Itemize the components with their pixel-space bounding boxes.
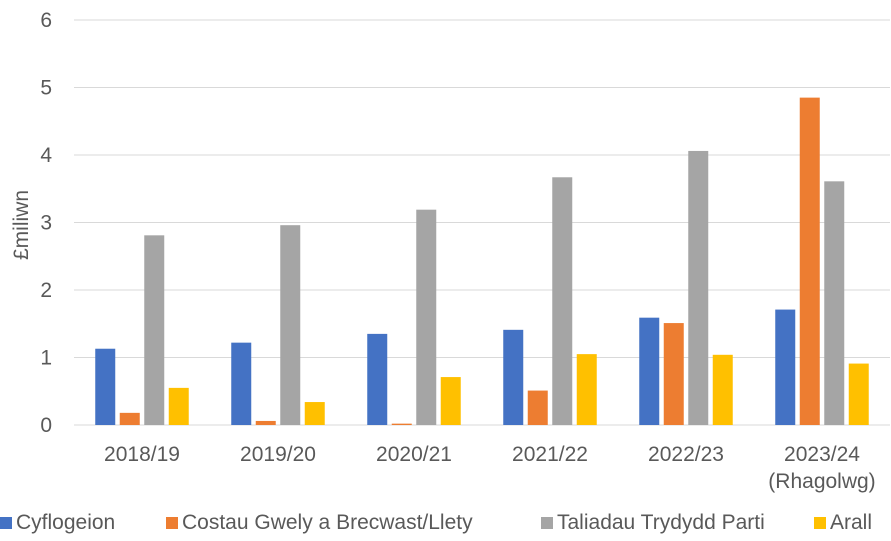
gridlines [74,19,890,426]
x-tick-label: 2018/19 [104,443,180,466]
bar [824,181,845,425]
legend-item-cyflogeion: Cyflogeion [0,509,115,537]
bar [848,363,869,425]
bar [576,354,597,425]
x-axis-ticks: 2018/19 2019/20 2020/21 2021/22 2022/23 2023/… [104,443,876,493]
bar [712,354,733,425]
bar [391,423,412,425]
legend-label: Taliadau Trydydd Parti [557,511,765,534]
legend-swatch [0,517,12,529]
legend-label: Costau Gwely a Brecwast/Llety [182,511,473,534]
x-tick-label: 2022/23 [648,443,724,466]
y-tick-label: 6 [40,9,52,32]
bar [663,323,684,425]
legend-item-arall: Arall [814,509,872,537]
x-tick-label: 2019/20 [240,443,316,466]
legend-swatch [166,517,178,529]
bar [799,97,820,425]
bar [527,390,548,425]
bar [144,235,165,425]
bar [416,209,437,425]
bar [95,348,116,425]
legend: Cyflogeion Costau Gwely a Brecwast/Llety… [0,509,891,541]
legend-label: Cyflogeion [16,511,116,534]
bar [255,420,276,425]
legend-item-costau: Costau Gwely a Brecwast/Llety [166,509,473,537]
bar [231,342,252,425]
x-tick-label: 2021/22 [512,443,588,466]
legend-label: Arall [830,511,873,534]
x-tick-label: 2023/24 [784,443,860,466]
bar [688,150,709,425]
y-axis-ticks: 0 1 2 3 4 5 6 [40,9,52,437]
legend-swatch [814,517,826,529]
bars [95,97,869,425]
bar [552,177,573,425]
y-tick-label: 1 [40,347,52,370]
legend-swatch [541,517,553,529]
bar [367,333,388,425]
bar [168,387,189,425]
y-tick-label: 4 [40,144,52,167]
y-tick-label: 2 [40,279,52,302]
bar [440,377,461,425]
legend-item-taliadau: Taliadau Trydydd Parti [541,509,765,537]
y-tick-label: 0 [40,414,52,437]
y-axis-label: £miliwn [10,190,33,260]
bar [280,225,301,425]
bar [639,317,660,425]
bar [119,412,140,425]
x-tick-label: 2020/21 [376,443,452,466]
x-tick-label: (Rhagolwg) [768,470,875,493]
bar [775,309,796,425]
bar [503,329,524,425]
y-tick-label: 5 [40,77,52,100]
y-tick-label: 3 [40,212,52,235]
bar [304,402,325,425]
